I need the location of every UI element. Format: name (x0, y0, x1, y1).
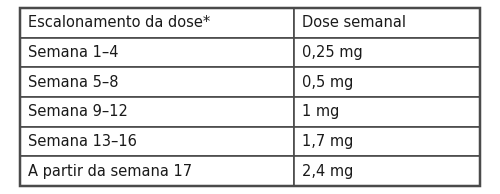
Text: 0,25 mg: 0,25 mg (302, 45, 362, 60)
Text: 1 mg: 1 mg (302, 104, 340, 119)
Text: Semana 5–8: Semana 5–8 (28, 75, 119, 90)
Bar (294, 8, 480, 37)
Text: 2,4 mg: 2,4 mg (302, 164, 354, 179)
Bar (20, 37, 293, 67)
Bar (294, 127, 480, 157)
Bar (20, 8, 293, 37)
Bar (20, 127, 293, 157)
Bar (20, 97, 293, 127)
Bar (294, 97, 480, 127)
Bar (294, 37, 480, 67)
Text: Semana 13–16: Semana 13–16 (28, 134, 137, 149)
Text: A partir da semana 17: A partir da semana 17 (28, 164, 192, 179)
Text: 1,7 mg: 1,7 mg (302, 134, 354, 149)
Bar (294, 67, 480, 97)
Text: 0,5 mg: 0,5 mg (302, 75, 354, 90)
Bar (294, 157, 480, 186)
Text: Semana 9–12: Semana 9–12 (28, 104, 128, 119)
Bar (20, 157, 293, 186)
Text: Dose semanal: Dose semanal (302, 15, 406, 30)
Text: Escalonamento da dose*: Escalonamento da dose* (28, 15, 210, 30)
Text: Semana 1–4: Semana 1–4 (28, 45, 119, 60)
Bar (20, 67, 293, 97)
